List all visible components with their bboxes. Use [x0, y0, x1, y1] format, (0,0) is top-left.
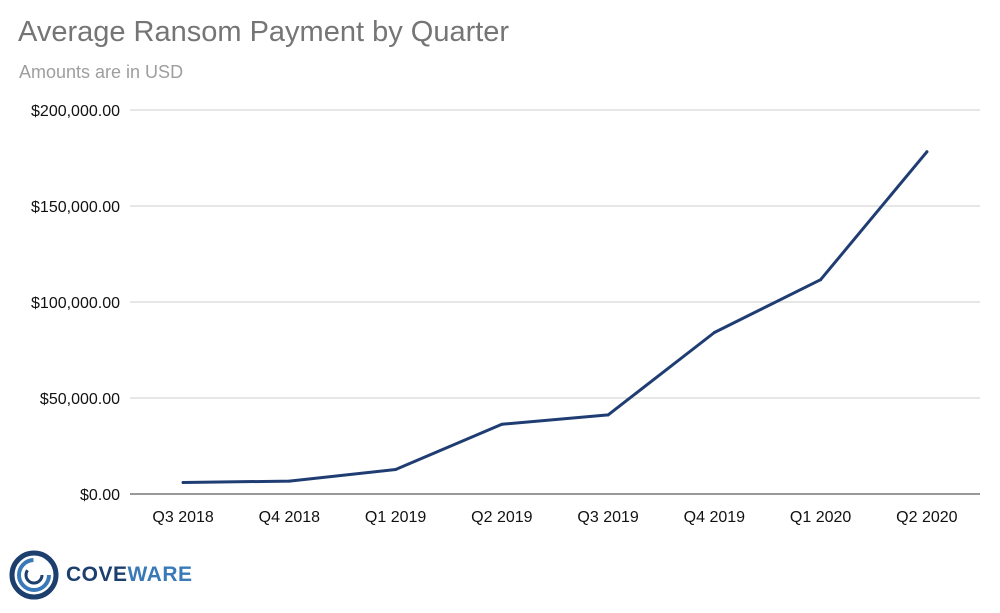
- x-tick-label: Q3 2018: [152, 509, 213, 526]
- y-axis-ticks: $0.00 $50,000.00 $100,000.00 $150,000.00 $20…: [31, 103, 120, 504]
- y-tick-label: $50,000.00: [40, 391, 120, 408]
- data-point: [287, 479, 291, 483]
- y-tick-label: $0.00: [80, 487, 120, 504]
- x-tick-label: Q4 2019: [684, 509, 745, 526]
- x-tick-label: Q3 2019: [577, 509, 638, 526]
- x-tick-label: Q1 2020: [790, 509, 851, 526]
- gridlines: [130, 109, 980, 495]
- series-line: [181, 150, 929, 484]
- x-tick-label: Q2 2019: [471, 509, 532, 526]
- x-tick-label: Q4 2018: [259, 509, 320, 526]
- logo-text-prefix: COVE: [66, 563, 128, 586]
- data-point: [181, 481, 185, 485]
- y-tick-label: $200,000.00: [31, 103, 120, 120]
- chart-subtitle: Amounts are in USD: [19, 62, 184, 82]
- y-tick-label: $100,000.00: [31, 295, 120, 312]
- logo-text-suffix: WARE: [127, 563, 193, 586]
- y-tick-label: $150,000.00: [31, 199, 120, 216]
- x-axis-ticks: Q3 2018 Q4 2018 Q1 2019 Q2 2019 Q3 2019 Q4 20…: [152, 509, 957, 526]
- chart-title: Average Ransom Payment by Quarter: [18, 16, 510, 48]
- data-point: [394, 467, 398, 471]
- data-point: [819, 278, 823, 282]
- data-point: [712, 330, 716, 334]
- data-point: [925, 150, 929, 154]
- series-lines: [181, 150, 929, 485]
- data-point: [606, 413, 610, 417]
- coveware-logo: COVEWARE: [6, 545, 196, 605]
- x-tick-label: Q1 2019: [365, 509, 426, 526]
- x-tick-label: Q2 2020: [896, 509, 957, 526]
- coveware-logo-icon: [9, 550, 59, 600]
- coveware-logo-text: COVEWARE: [66, 563, 193, 587]
- data-point: [500, 422, 504, 426]
